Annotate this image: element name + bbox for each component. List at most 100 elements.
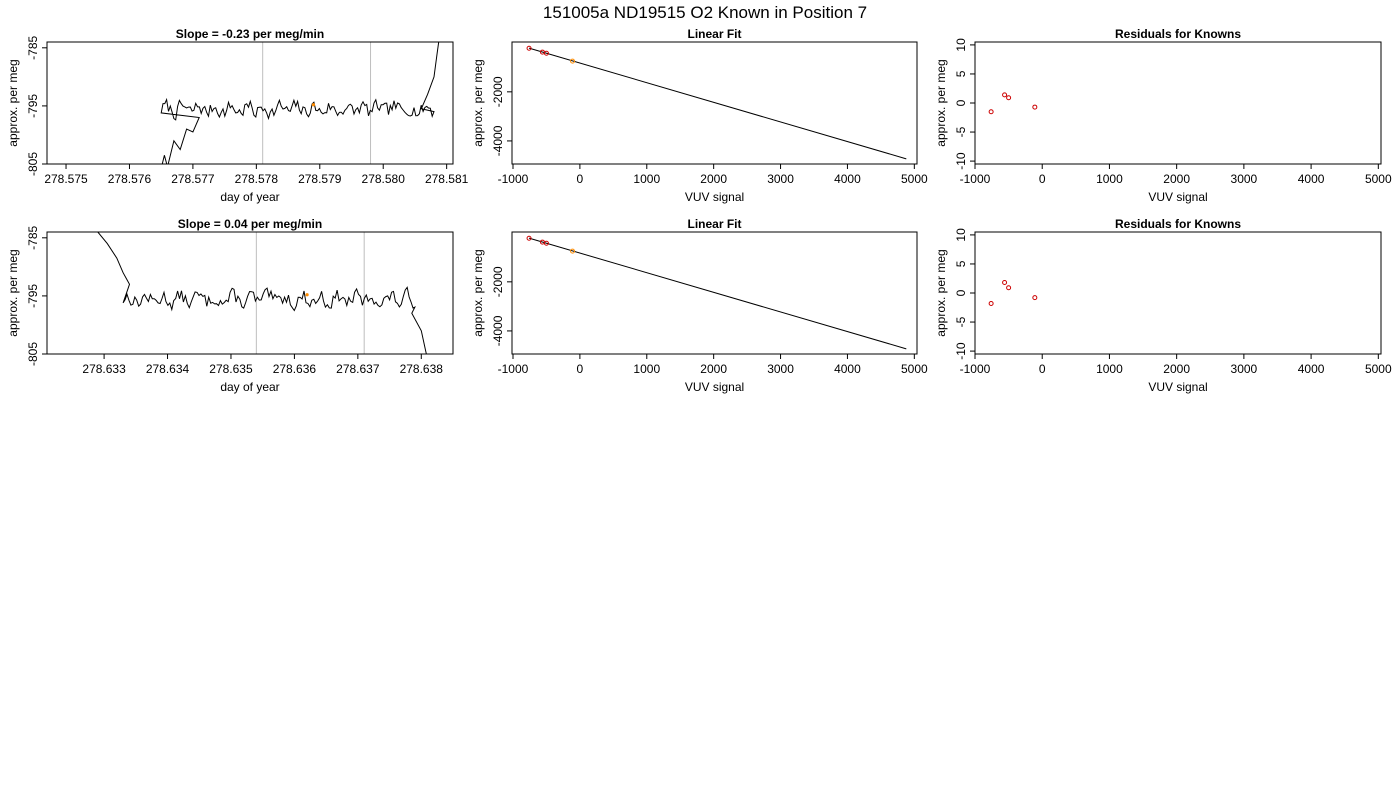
y-tick-label: -5: [954, 316, 968, 327]
y-tick-label: 5: [954, 260, 968, 267]
x-tick-label: 278.633: [82, 362, 126, 376]
figure-title: 151005a ND19515 O2 Known in Position 7: [543, 3, 867, 22]
y-axis-label: approx. per meg: [471, 249, 485, 336]
plot-frame: [46, 41, 454, 165]
x-tick-label: 2000: [1163, 172, 1190, 186]
data-point: [1032, 104, 1038, 110]
x-tick-label: 4000: [834, 362, 861, 376]
x-tick-label: 278.581: [425, 172, 469, 186]
x-axis-label: VUV signal: [1148, 380, 1207, 394]
x-tick-label: 0: [577, 172, 584, 186]
data-point: [543, 50, 549, 56]
x-tick-label: 5000: [1365, 172, 1392, 186]
y-tick-label: -785: [26, 225, 40, 249]
x-tick-label: 278.578: [235, 172, 279, 186]
x-tick-label: 5000: [901, 362, 928, 376]
panel-4: Slope = 0.04 per meg/min 278.633 278.634 27…: [6, 217, 454, 394]
x-tick-label: 0: [577, 362, 584, 376]
y-tick-label: -805: [26, 152, 40, 176]
panel-3: Residuals for Knowns -1000 0 1000 2000 3000 40…: [934, 27, 1392, 204]
y-axis-label: approx. per meg: [934, 59, 948, 146]
data-point: [1002, 92, 1008, 98]
panel-6: Residuals for Knowns -1000 0 1000 2000 3000 40…: [934, 217, 1392, 394]
data-point: [526, 45, 532, 51]
panel-title: Residuals for Knowns: [1115, 27, 1241, 41]
x-tick-label: 0: [1039, 172, 1046, 186]
data-point-marker: [305, 293, 309, 297]
y-tick-label: 0: [954, 99, 968, 106]
plot-frame: [511, 41, 918, 165]
x-axis-label: day of year: [220, 380, 279, 394]
y-tick-label: -795: [26, 284, 40, 308]
y-tick-label: -5: [954, 126, 968, 137]
y-tick-label: 10: [954, 228, 968, 242]
x-tick-label: 278.580: [362, 172, 406, 186]
panel-title: Linear Fit: [687, 27, 741, 41]
panel-1: Slope = -0.23 per meg/min 278.575 278.576 2…: [6, 27, 469, 204]
x-tick-label: 3000: [767, 172, 794, 186]
y-tick-label: -10: [954, 342, 968, 360]
x-tick-label: 278.637: [336, 362, 380, 376]
y-axis-label: approx. per meg: [471, 59, 485, 146]
panel-title: Residuals for Knowns: [1115, 217, 1241, 231]
series-trace: [160, 42, 440, 164]
x-tick-label: 3000: [767, 362, 794, 376]
x-tick-label: 2000: [700, 362, 727, 376]
data-point: [1002, 280, 1008, 286]
plot-frame: [974, 231, 1382, 355]
plot-frame: [974, 41, 1382, 165]
x-axis-label: VUV signal: [1148, 190, 1207, 204]
panel-title: Slope = 0.04 per meg/min: [178, 217, 322, 231]
plot-frame: [511, 231, 918, 355]
data-point: [1006, 285, 1012, 291]
x-tick-label: -1000: [498, 362, 529, 376]
x-axis-label: day of year: [220, 190, 279, 204]
x-tick-label: 1000: [1096, 362, 1123, 376]
x-tick-label: 1000: [633, 362, 660, 376]
y-tick-label: -2000: [491, 76, 505, 107]
y-tick-label: -785: [26, 35, 40, 59]
fit-line: [528, 237, 907, 350]
x-axis-label: VUV signal: [685, 190, 744, 204]
fit-line: [528, 47, 907, 160]
data-point: [1006, 95, 1012, 101]
y-tick-label: 0: [954, 289, 968, 296]
x-tick-label: 4000: [1298, 172, 1325, 186]
x-tick-label: -1000: [960, 172, 991, 186]
y-tick-label: -10: [954, 152, 968, 170]
x-tick-label: 4000: [834, 172, 861, 186]
y-tick-label: -4000: [491, 125, 505, 156]
y-tick-label: -4000: [491, 315, 505, 346]
x-tick-label: 5000: [901, 172, 928, 186]
y-tick-label: 5: [954, 70, 968, 77]
data-point: [988, 300, 994, 306]
x-tick-label: 278.575: [44, 172, 88, 186]
y-axis-label: approx. per meg: [6, 249, 20, 336]
x-tick-label: 4000: [1298, 362, 1325, 376]
panel-2: Linear Fit -1000 0 1000 2000 3000 4000 5000 -400…: [471, 27, 928, 204]
y-axis-label: approx. per meg: [934, 249, 948, 336]
y-tick-label: -2000: [491, 266, 505, 297]
x-tick-label: 1000: [1096, 172, 1123, 186]
x-tick-label: 1000: [633, 172, 660, 186]
panel-5: Linear Fit -1000 0 1000 2000 3000 4000 5000 -400…: [471, 217, 928, 394]
data-point: [543, 240, 549, 246]
y-tick-label: -805: [26, 342, 40, 366]
x-tick-label: 3000: [1231, 362, 1258, 376]
y-tick-label: -795: [26, 94, 40, 118]
x-tick-label: 2000: [1163, 362, 1190, 376]
y-tick-label: 10: [954, 38, 968, 52]
x-tick-label: -1000: [498, 172, 529, 186]
series-trace: [97, 232, 427, 354]
x-axis-label: VUV signal: [685, 380, 744, 394]
x-tick-label: 2000: [700, 172, 727, 186]
data-point: [988, 109, 994, 115]
x-tick-label: 278.635: [209, 362, 253, 376]
data-point: [570, 58, 576, 64]
data-point: [526, 235, 532, 241]
x-tick-label: 278.636: [273, 362, 317, 376]
x-tick-label: -1000: [960, 362, 991, 376]
x-tick-label: 278.576: [108, 172, 152, 186]
x-tick-label: 278.634: [146, 362, 190, 376]
